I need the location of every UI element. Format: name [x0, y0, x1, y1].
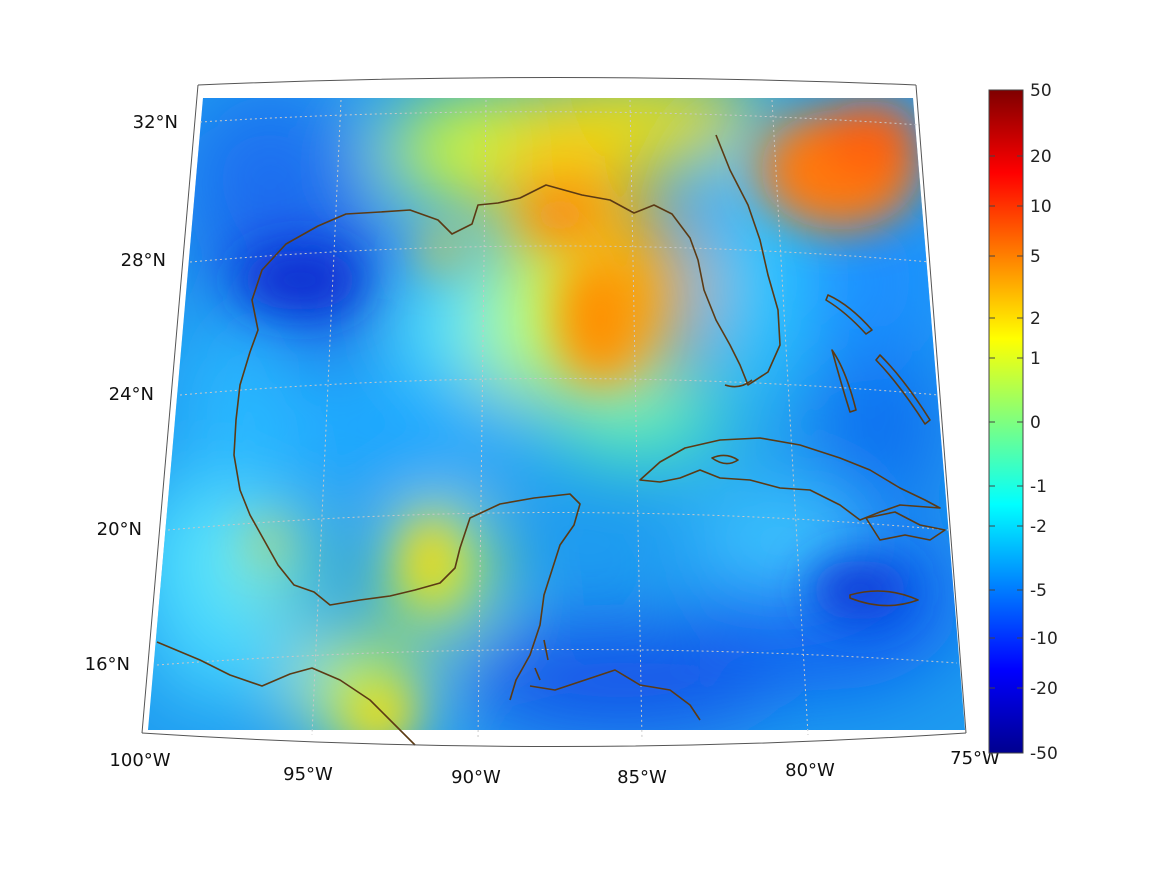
colorbar-tick-label: 0: [1030, 413, 1041, 433]
cuba: [639, 437, 941, 521]
lat-label: 24°N: [109, 384, 154, 405]
lat-label: 16°N: [85, 654, 130, 675]
map-frame: [141, 77, 967, 747]
lat-label: 32°N: [133, 112, 178, 133]
lon-label: 90°W: [451, 767, 501, 788]
lon-label: 75°W: [950, 748, 1000, 769]
colorbar-tick-label: 1: [1030, 349, 1041, 369]
lon-label: 100°W: [109, 750, 170, 771]
colorbar-tick-label: -5: [1030, 581, 1047, 601]
yucatan-east-coast: [529, 669, 701, 721]
colorbar-tick-label: 50: [1030, 81, 1052, 101]
lat-label: 20°N: [97, 519, 142, 540]
lon-label: 85°W: [617, 767, 667, 788]
colorbar-tick-label: 10: [1030, 197, 1052, 217]
lon-label: 95°W: [283, 764, 333, 785]
coastlines: [156, 134, 946, 746]
jamaica: [849, 590, 919, 607]
lon-label: 80°W: [785, 760, 835, 781]
bahamas-eleuthera: [875, 354, 931, 425]
bahamas-andros: [831, 349, 857, 413]
colorbar-tick-label: -10: [1030, 629, 1058, 649]
colorbar-tick-label: 5: [1030, 247, 1041, 267]
colorbar-tick-label: -50: [1030, 744, 1058, 764]
florida-keys: [724, 379, 753, 388]
belize-cays: [534, 639, 549, 681]
bahamas-abaco: [825, 294, 873, 335]
data-field: [148, 98, 965, 730]
colorbar-tick-label: -20: [1030, 679, 1058, 699]
latitude-labels: 16°N 20°N 24°N 28°N 32°N: [85, 112, 178, 675]
graticule: [156, 99, 958, 741]
colorbar-tick-label: -2: [1030, 517, 1047, 537]
isla-juventud: [711, 454, 739, 465]
pacific-mexico-coast: [156, 641, 416, 746]
hispaniola: [865, 511, 946, 541]
longitude-labels: 100°W 95°W 90°W 85°W 80°W 75°W: [109, 748, 1000, 788]
colorbar-tick-label: 2: [1030, 309, 1041, 329]
gulf-coast-us-mexico: [233, 134, 781, 701]
colorbar-tick-label: 20: [1030, 147, 1052, 167]
colorbar-tick-label: -1: [1030, 477, 1047, 497]
lat-label: 28°N: [121, 250, 166, 271]
